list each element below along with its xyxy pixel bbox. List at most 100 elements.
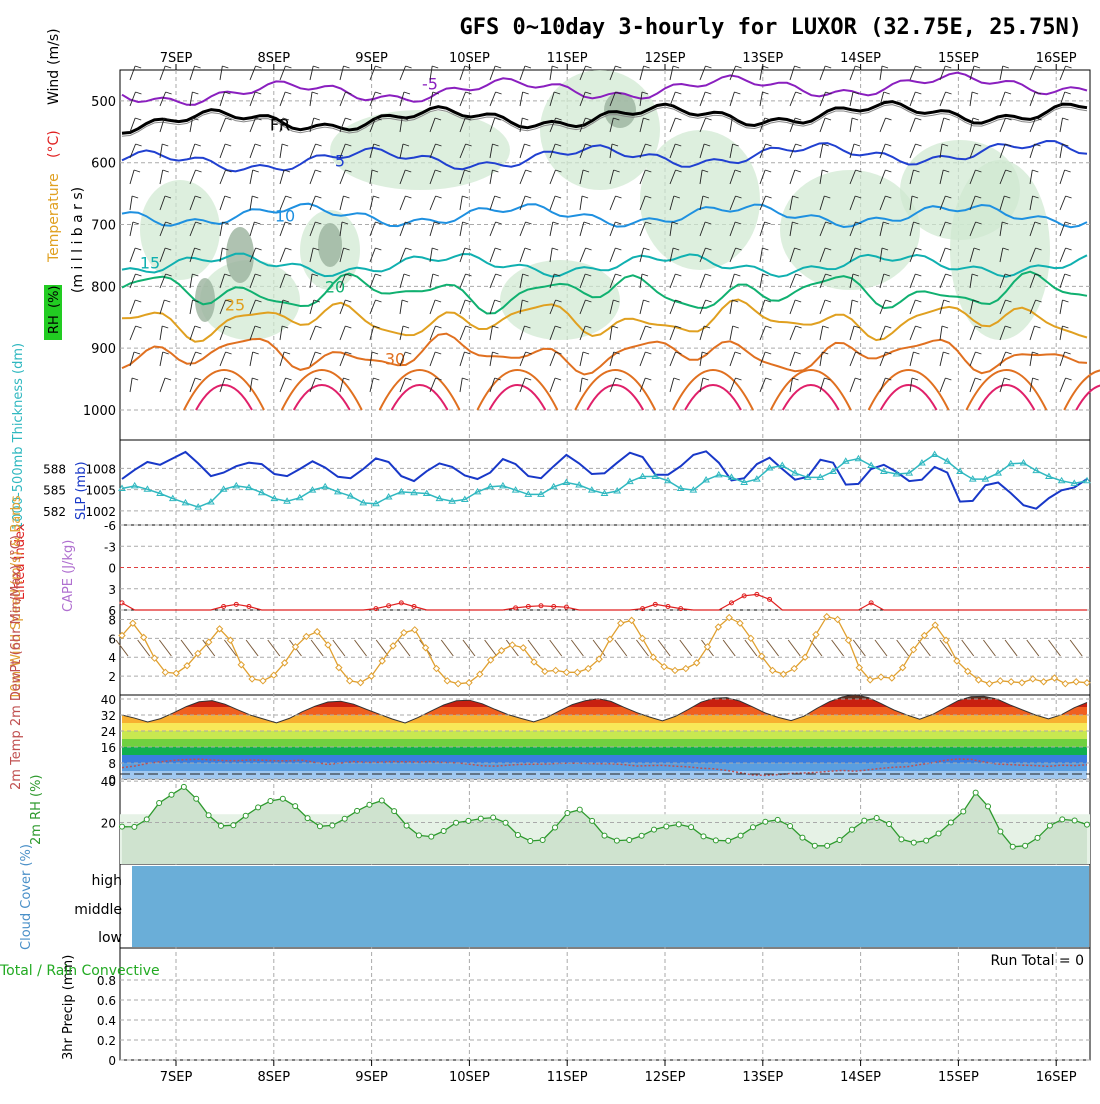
- wind-barb-flag: [583, 221, 591, 225]
- li-tick: 0: [108, 562, 116, 576]
- li-ylabel: Lifted Index: [13, 523, 28, 600]
- wind-barb-flag: [581, 195, 589, 199]
- wind-barb: [969, 221, 976, 237]
- day-label-bottom: 9SEP: [355, 1070, 388, 1085]
- wind-point: [356, 679, 365, 687]
- wind-barb-flag: [975, 325, 982, 329]
- chart-title: GFS 0~10day 3-hourly for LUXOR (32.75E, …: [459, 15, 1082, 40]
- rh-point: [242, 812, 249, 819]
- wind-barb: [489, 117, 496, 133]
- wind-barb-flag: [552, 221, 559, 225]
- wind-barb: [639, 273, 643, 289]
- wind-barb-flag: [464, 65, 472, 69]
- wind-barb-flag: [615, 273, 622, 277]
- wind-point: [1072, 678, 1080, 686]
- wind-barb-flag: [345, 91, 352, 95]
- wind-barb: [939, 117, 945, 133]
- wind-barb: [999, 377, 1005, 393]
- thickness-point: [359, 498, 368, 506]
- wind-barb: [669, 221, 673, 237]
- wind-barb: [129, 117, 136, 133]
- thickness-point: [1006, 459, 1015, 467]
- isotherm-loop: [574, 369, 657, 411]
- wind-barb: [669, 117, 676, 133]
- rh-point: [947, 819, 954, 826]
- wind-barb-flag: [943, 351, 950, 355]
- wind-barb-flag: [195, 221, 202, 225]
- wind-barb: [909, 377, 913, 393]
- wind-barb-flag: [225, 325, 232, 329]
- wind-barb-flag: [345, 325, 352, 329]
- wind-barb-flag: [225, 351, 232, 355]
- wind-barb: [849, 65, 856, 81]
- wind-barb: [909, 299, 916, 315]
- wind-point: [1039, 678, 1048, 686]
- wind-barb: [459, 221, 464, 237]
- wind-barb: [219, 247, 223, 263]
- thickness-label: 1000-500mb Thickness (dm): [11, 343, 26, 530]
- wind-point: [552, 666, 560, 675]
- wind-barb-flag: [522, 117, 529, 121]
- wind-barb-flag: [492, 143, 499, 147]
- wind-barb-flag: [194, 65, 201, 69]
- wind-barb-flag: [885, 117, 892, 121]
- wind-barb: [879, 143, 886, 159]
- wind-barb-flag: [1062, 143, 1069, 147]
- wind-barb-flag: [643, 65, 650, 69]
- pressure-tick: 800: [91, 280, 116, 295]
- wind-barb: [1059, 351, 1066, 367]
- wind-point: [649, 653, 657, 661]
- wind-barb-flag: [1064, 273, 1071, 277]
- wind-barb: [999, 247, 1004, 263]
- rh-point: [873, 814, 880, 821]
- wind-barb: [129, 299, 136, 315]
- wind-barb: [1059, 169, 1066, 185]
- wind-barb: [549, 247, 553, 263]
- wind-barb-flag: [554, 91, 561, 95]
- wind-point: [627, 616, 636, 625]
- wind-barb-flag: [703, 325, 711, 329]
- wind-barb: [909, 117, 916, 133]
- wind-barb: [909, 143, 916, 159]
- wind-point: [964, 667, 972, 676]
- wind-barb: [939, 351, 944, 367]
- ylabel-wind: Wind: [46, 70, 62, 105]
- rh-point: [552, 824, 559, 831]
- wind-barb-flag: [824, 195, 831, 199]
- wind-barb-flag: [913, 221, 920, 225]
- wind-barb: [309, 247, 314, 263]
- thickness-point: [1045, 472, 1053, 480]
- wind-barb: [1029, 117, 1037, 133]
- wind-barb-flag: [975, 195, 982, 199]
- wind-barb-flag: [705, 91, 712, 95]
- wind-point: [367, 672, 376, 680]
- wind-barb-flag: [611, 325, 619, 329]
- wind-barb: [159, 351, 164, 367]
- wind-barb-flag: [582, 169, 590, 173]
- wind-barb-flag: [405, 221, 412, 225]
- wind-barb: [999, 65, 1004, 81]
- wind-barb: [549, 169, 556, 185]
- wind-barb-flag: [552, 247, 559, 251]
- wind-barb: [189, 299, 193, 315]
- wind-barb-flag: [252, 195, 259, 199]
- thickness-point: [638, 472, 647, 480]
- wind-barb-flag: [615, 195, 622, 199]
- wind-barb-flag: [373, 325, 380, 329]
- wind-barb: [309, 351, 316, 367]
- wind-barb-flag: [705, 299, 712, 303]
- wind-barb-flag: [765, 143, 772, 147]
- wind-barb-flag: [1034, 143, 1041, 147]
- wind-barb-flag: [224, 377, 231, 381]
- wind-barb-flag: [434, 221, 441, 225]
- wind-barb: [669, 351, 676, 367]
- wind-barb: [159, 143, 163, 159]
- wind-barb-flag: [1002, 221, 1009, 225]
- total-rain-label: Total / Rain Convective: [0, 963, 160, 979]
- wind-barb: [309, 273, 313, 289]
- temp-label: 2m Temp 2m DewPt (6hr Min/Max) (°C): [9, 535, 24, 790]
- wind-barb: [309, 221, 316, 237]
- rh-shade: [640, 130, 760, 270]
- pressure-tick: 1000: [83, 404, 116, 419]
- wind-barb-flag: [1005, 143, 1012, 147]
